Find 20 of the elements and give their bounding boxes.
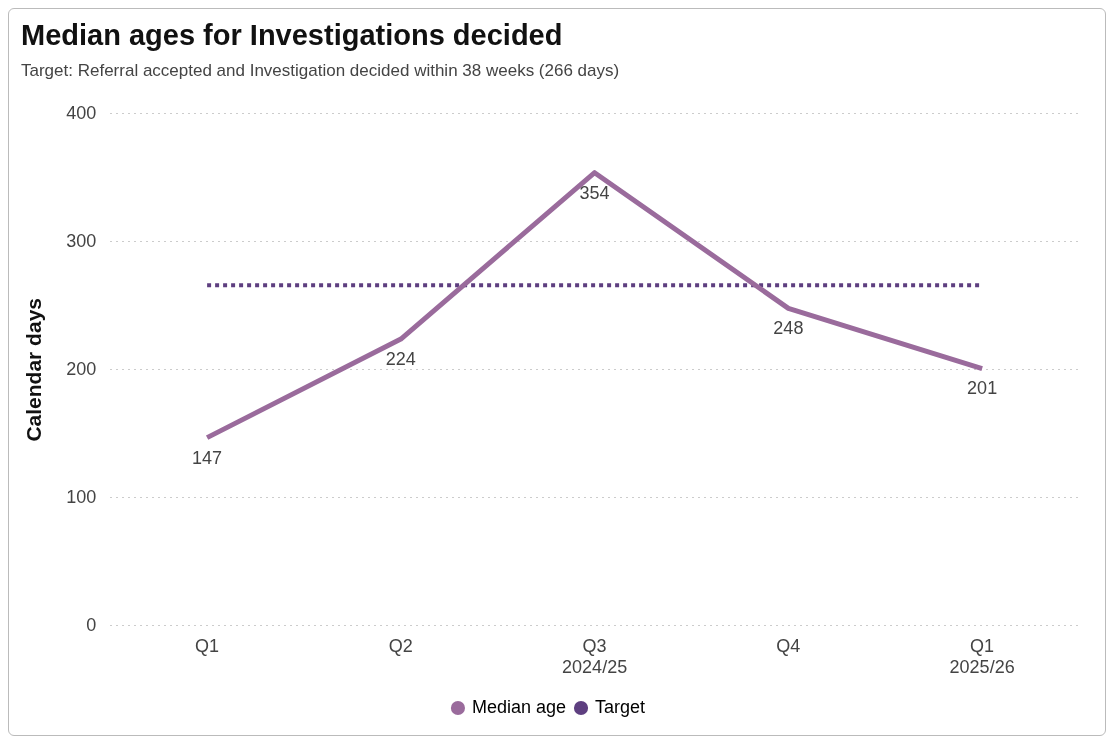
legend-label: Median age [471,696,567,717]
chart-title: Median ages for Investigations decided [21,19,563,52]
x-tick-label: Q2 [388,635,413,656]
y-tick-label: 400 [66,102,97,123]
x-tick-label: Q1 2025/26 [949,635,1015,678]
x-tick-label: Q1 [195,635,220,656]
y-axis-title: Calendar days [22,298,46,442]
data-label: 201 [967,378,998,399]
data-label: 147 [192,447,223,468]
chart-subtitle: Target: Referral accepted and Investigation decided within 38 weeks (266 days) [21,61,620,81]
x-tick-label: Q3 2024/25 [562,635,628,678]
data-label: 354 [579,182,610,203]
y-tick-label: 0 [86,614,97,635]
legend-label: Target [595,696,646,717]
y-tick-label: 200 [66,358,97,379]
x-tick-label: Q4 [776,635,801,656]
data-label: 248 [773,318,804,339]
y-tick-label: 300 [66,230,97,251]
y-tick-label: 100 [66,486,97,507]
data-label: 224 [385,349,416,370]
